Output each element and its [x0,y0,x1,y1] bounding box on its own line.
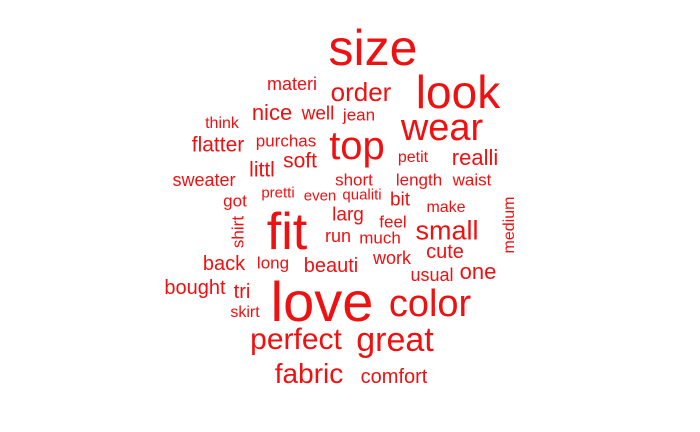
word-run: run [324,226,352,246]
word-littl: littl [249,158,275,182]
word-perfect: perfect [250,323,342,356]
word-fabric: fabric [274,358,344,389]
word-fit: fit [266,203,308,261]
word-cute: cute [426,241,464,263]
word-feel: feel [379,212,407,232]
word-petit: petit [397,149,429,166]
word-usual: usual [410,265,454,285]
word-soft: soft [283,149,317,173]
word-one: one [459,259,497,284]
word-great: great [356,321,434,359]
word-order: order [330,77,392,107]
word-materi: materi [266,74,318,94]
word-purchas: purchas [255,131,317,151]
word-size: size [328,20,418,76]
word-realli: realli [451,145,499,170]
word-pretti: pretti [261,184,295,202]
word-wear: wear [400,107,484,149]
word-shirt: shirt [228,215,248,249]
word-length: length [395,170,443,190]
word-much: much [359,228,401,248]
word-top: top [329,124,385,168]
word-nice: nice [251,100,293,125]
word-sweater: sweater [172,170,236,190]
word-color: color [388,283,472,325]
word-tri: tri [233,281,251,303]
word-look: look [415,66,501,118]
word-jean: jean [342,105,376,125]
word-skirt: skirt [230,304,260,321]
word-bit: bit [389,189,411,211]
word-long: long [256,253,290,273]
word-think: think [205,115,239,132]
word-love: love [270,270,374,333]
word-medium: medium [501,196,518,254]
word-waist: waist [452,170,492,190]
word-bought: bought [164,277,226,299]
word-even: even [303,187,337,205]
word-beauti: beauti [303,255,359,277]
word-larg: larg [332,204,364,226]
word-flatter: flatter [191,133,245,157]
word-well: well [301,103,335,125]
word-work: work [372,248,412,268]
word-comfort: comfort [360,366,428,388]
word-back: back [202,253,246,275]
word-got: got [223,191,247,211]
word-short: short [335,170,373,190]
word-make: make [426,199,466,216]
word-small: small [415,215,479,246]
word-qualiti: qualiti [342,186,382,204]
